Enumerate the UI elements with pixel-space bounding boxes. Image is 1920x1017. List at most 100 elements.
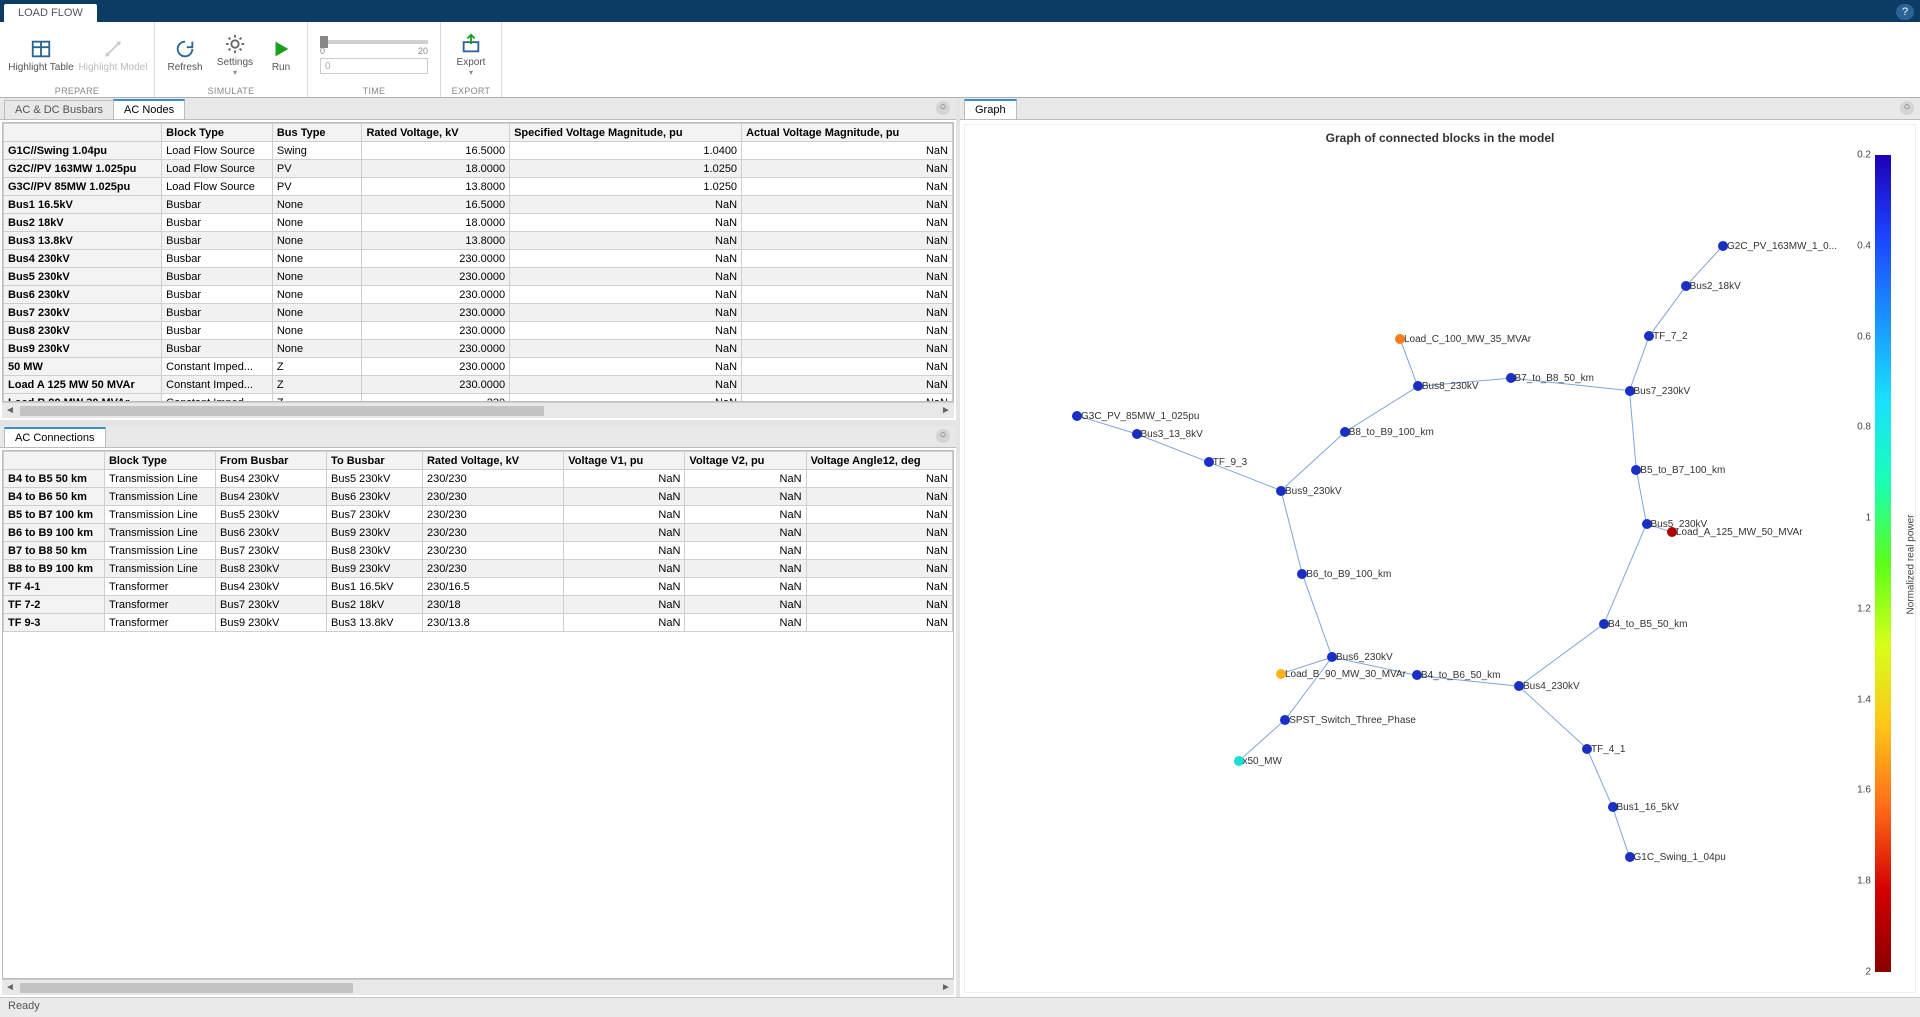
table-cell[interactable]: NaN xyxy=(742,214,953,232)
table-cell[interactable]: Transmission Line xyxy=(104,560,215,578)
table-cell[interactable]: Busbar xyxy=(162,340,273,358)
table-cell[interactable]: Z xyxy=(272,376,362,394)
table-cell[interactable]: 230/230 xyxy=(422,506,563,524)
table-cell[interactable]: NaN xyxy=(564,488,685,506)
table-cell[interactable]: NaN xyxy=(510,340,742,358)
settings-button[interactable]: Settings ▾ xyxy=(211,27,259,83)
table-cell[interactable]: NaN xyxy=(510,232,742,250)
export-button[interactable]: Export ▾ xyxy=(447,27,495,83)
table-cell[interactable]: NaN xyxy=(564,506,685,524)
table-cell[interactable]: 16.5000 xyxy=(362,196,510,214)
table-cell[interactable]: 16.5000 xyxy=(362,142,510,160)
table-cell[interactable]: NaN xyxy=(564,614,685,632)
table-cell[interactable]: NaN xyxy=(564,542,685,560)
table-cell[interactable]: 230/230 xyxy=(422,560,563,578)
table-cell[interactable]: Bus5 230kV xyxy=(216,506,327,524)
table-cell[interactable]: 230.0000 xyxy=(362,268,510,286)
table-cell[interactable]: Bus2 18kV xyxy=(327,596,423,614)
table-cell[interactable]: Bus7 230kV xyxy=(4,304,162,322)
table-cell[interactable]: Load Flow Source xyxy=(162,160,273,178)
ac-connections-table[interactable]: Block TypeFrom BusbarTo BusbarRated Volt… xyxy=(3,451,953,632)
table-cell[interactable]: NaN xyxy=(685,542,806,560)
table-cell[interactable]: Bus6 230kV xyxy=(216,524,327,542)
table-cell[interactable]: NaN xyxy=(742,376,953,394)
table-cell[interactable]: NaN xyxy=(510,286,742,304)
help-icon[interactable]: ? xyxy=(1896,4,1914,20)
table-cell[interactable]: Z xyxy=(272,394,362,403)
table-cell[interactable]: 230.0000 xyxy=(362,340,510,358)
table-cell[interactable]: Z xyxy=(272,358,362,376)
table-cell[interactable]: Transmission Line xyxy=(104,470,215,488)
table-cell[interactable]: NaN xyxy=(742,232,953,250)
table-cell[interactable]: None xyxy=(272,214,362,232)
table-cell[interactable]: NaN xyxy=(685,470,806,488)
table-cell[interactable]: Constant Imped... xyxy=(162,358,273,376)
table-cell[interactable]: 230/18 xyxy=(422,596,563,614)
table-cell[interactable]: NaN xyxy=(510,394,742,403)
table-cell[interactable]: 13.8000 xyxy=(362,178,510,196)
run-button[interactable]: Run xyxy=(261,27,301,83)
table-cell[interactable]: NaN xyxy=(742,358,953,376)
table-cell[interactable]: NaN xyxy=(742,178,953,196)
table-cell[interactable]: 18.0000 xyxy=(362,160,510,178)
table-cell[interactable]: NaN xyxy=(742,142,953,160)
table-cell[interactable]: Transformer xyxy=(104,614,215,632)
table-cell[interactable]: NaN xyxy=(742,304,953,322)
table-cell[interactable]: TF 9-3 xyxy=(4,614,105,632)
table-cell[interactable]: NaN xyxy=(685,578,806,596)
table-cell[interactable]: Bus9 230kV xyxy=(327,560,423,578)
table-cell[interactable]: 230.0000 xyxy=(362,286,510,304)
tab-graph[interactable]: Graph xyxy=(964,99,1017,119)
table-cell[interactable]: NaN xyxy=(564,524,685,542)
tab-ac-nodes[interactable]: AC Nodes xyxy=(113,99,185,119)
table-cell[interactable]: Bus7 230kV xyxy=(216,596,327,614)
table-cell[interactable]: Bus6 230kV xyxy=(4,286,162,304)
table-cell[interactable]: 1.0250 xyxy=(510,178,742,196)
table-cell[interactable]: NaN xyxy=(564,578,685,596)
table-cell[interactable]: NaN xyxy=(510,322,742,340)
h-scrollbar[interactable]: ◄► xyxy=(2,979,954,995)
table-cell[interactable]: Load Flow Source xyxy=(162,178,273,196)
table-cell[interactable]: Load Flow Source xyxy=(162,142,273,160)
table-cell[interactable]: None xyxy=(272,340,362,358)
table-cell[interactable]: Bus8 230kV xyxy=(216,560,327,578)
table-cell[interactable]: None xyxy=(272,250,362,268)
table-cell[interactable]: None xyxy=(272,304,362,322)
table-cell[interactable]: NaN xyxy=(510,358,742,376)
table-cell[interactable]: Bus7 230kV xyxy=(327,506,423,524)
table-cell[interactable]: NaN xyxy=(510,196,742,214)
table-cell[interactable]: Busbar xyxy=(162,214,273,232)
table-cell[interactable]: Bus8 230kV xyxy=(327,542,423,560)
table-cell[interactable]: NaN xyxy=(685,524,806,542)
table-cell[interactable]: NaN xyxy=(806,488,952,506)
tab-ac-connections[interactable]: AC Connections xyxy=(4,427,106,447)
table-cell[interactable]: Bus8 230kV xyxy=(4,322,162,340)
table-cell[interactable]: B6 to B9 100 km xyxy=(4,524,105,542)
highlight-table-button[interactable]: Highlight Table xyxy=(6,27,76,83)
table-cell[interactable]: Busbar xyxy=(162,286,273,304)
table-cell[interactable]: 230/230 xyxy=(422,470,563,488)
table-cell[interactable]: NaN xyxy=(564,596,685,614)
table-cell[interactable]: 50 MW xyxy=(4,358,162,376)
table-cell[interactable]: NaN xyxy=(685,596,806,614)
table-cell[interactable]: None xyxy=(272,232,362,250)
table-cell[interactable]: Bus2 18kV xyxy=(4,214,162,232)
tab-ac-dc-busbars[interactable]: AC & DC Busbars xyxy=(4,100,114,119)
table-cell[interactable]: B5 to B7 100 km xyxy=(4,506,105,524)
table-cell[interactable]: Bus4 230kV xyxy=(216,470,327,488)
table-cell[interactable]: 230.0000 xyxy=(362,304,510,322)
table-cell[interactable]: TF 7-2 xyxy=(4,596,105,614)
refresh-button[interactable]: Refresh xyxy=(161,27,209,83)
table-cell[interactable]: PV xyxy=(272,160,362,178)
table-cell[interactable]: Constant Imped... xyxy=(162,394,273,403)
table-cell[interactable]: NaN xyxy=(742,250,953,268)
table-cell[interactable]: None xyxy=(272,322,362,340)
table-cell[interactable]: B8 to B9 100 km xyxy=(4,560,105,578)
table-cell[interactable]: Bus6 230kV xyxy=(327,488,423,506)
table-cell[interactable]: NaN xyxy=(510,214,742,232)
table-cell[interactable]: NaN xyxy=(685,506,806,524)
table-cell[interactable]: Busbar xyxy=(162,232,273,250)
table-cell[interactable]: G3C//PV 85MW 1.025pu xyxy=(4,178,162,196)
table-cell[interactable]: Busbar xyxy=(162,304,273,322)
table-cell[interactable]: NaN xyxy=(742,286,953,304)
